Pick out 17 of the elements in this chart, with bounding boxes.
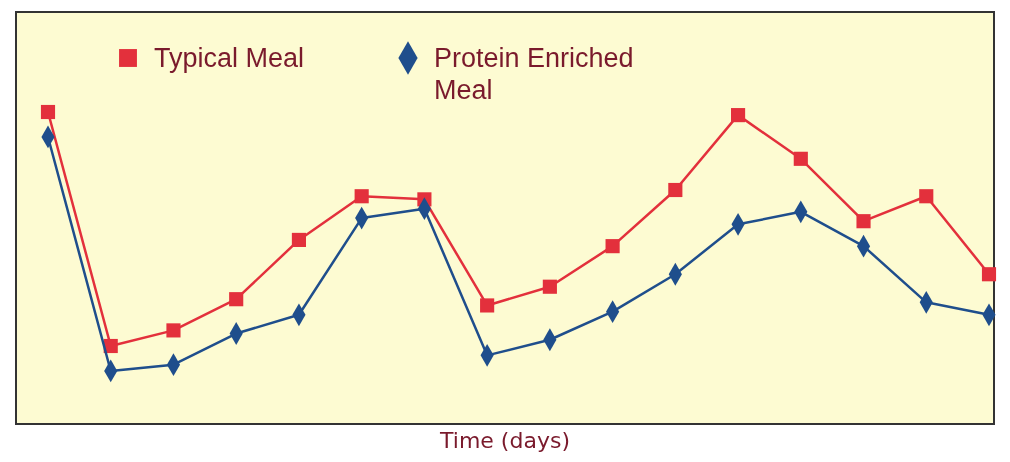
point	[919, 189, 934, 204]
point	[981, 267, 997, 282]
point	[40, 104, 56, 120]
legend-label: Protein Enriched Meal	[434, 43, 634, 105]
point	[291, 232, 306, 247]
point	[542, 279, 557, 294]
point	[793, 151, 808, 166]
legend-label: Typical Meal	[154, 43, 305, 73]
point	[731, 108, 746, 123]
point	[354, 189, 369, 204]
point	[229, 292, 244, 307]
point	[668, 182, 683, 198]
point	[480, 298, 495, 313]
x-axis-title: Time (days)	[439, 428, 570, 453]
point	[605, 239, 620, 254]
point	[856, 214, 871, 229]
point	[166, 323, 181, 338]
